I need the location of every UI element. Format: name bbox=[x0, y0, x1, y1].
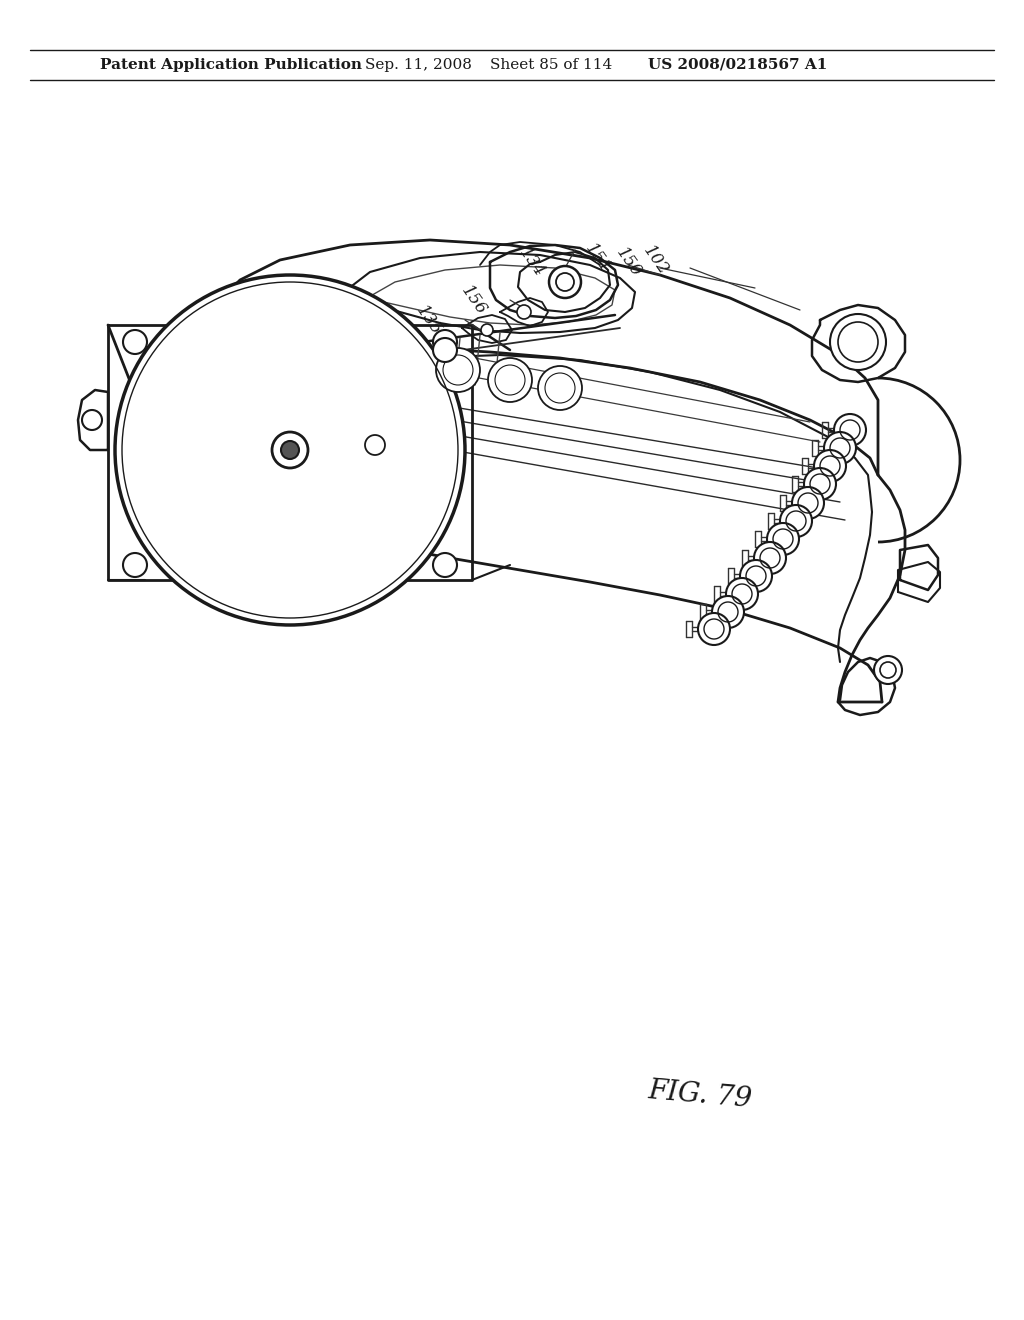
Circle shape bbox=[433, 553, 457, 577]
Circle shape bbox=[115, 275, 465, 624]
Text: 134: 134 bbox=[516, 244, 548, 280]
Text: 150: 150 bbox=[612, 244, 645, 280]
Text: 151: 151 bbox=[582, 240, 614, 276]
Circle shape bbox=[365, 436, 385, 455]
Circle shape bbox=[433, 330, 457, 354]
Circle shape bbox=[549, 267, 581, 298]
Text: FIG. 79: FIG. 79 bbox=[647, 1077, 754, 1113]
Circle shape bbox=[488, 358, 532, 403]
Circle shape bbox=[272, 432, 308, 469]
Circle shape bbox=[767, 523, 799, 554]
Circle shape bbox=[830, 314, 886, 370]
Text: Patent Application Publication: Patent Application Publication bbox=[100, 58, 362, 73]
Text: US 2008/0218567 A1: US 2008/0218567 A1 bbox=[648, 58, 827, 73]
Text: Sheet 85 of 114: Sheet 85 of 114 bbox=[490, 58, 612, 73]
Circle shape bbox=[433, 338, 457, 362]
Circle shape bbox=[804, 469, 836, 500]
Circle shape bbox=[82, 411, 102, 430]
Circle shape bbox=[834, 414, 866, 446]
Circle shape bbox=[281, 441, 299, 459]
Circle shape bbox=[123, 553, 147, 577]
Circle shape bbox=[164, 502, 180, 517]
Circle shape bbox=[824, 432, 856, 465]
Text: 102: 102 bbox=[640, 242, 672, 279]
Circle shape bbox=[538, 366, 582, 411]
Circle shape bbox=[698, 612, 730, 645]
Text: 156: 156 bbox=[458, 282, 490, 318]
Text: Sep. 11, 2008: Sep. 11, 2008 bbox=[365, 58, 472, 73]
Text: 135: 135 bbox=[413, 302, 445, 338]
Circle shape bbox=[123, 330, 147, 354]
Circle shape bbox=[436, 348, 480, 392]
Circle shape bbox=[740, 560, 772, 591]
Circle shape bbox=[874, 656, 902, 684]
Circle shape bbox=[814, 450, 846, 482]
Circle shape bbox=[780, 506, 812, 537]
Text: 11: 11 bbox=[315, 338, 342, 366]
Circle shape bbox=[517, 305, 531, 319]
Circle shape bbox=[481, 323, 493, 337]
Circle shape bbox=[726, 578, 758, 610]
Circle shape bbox=[754, 543, 786, 574]
Circle shape bbox=[712, 597, 744, 628]
Circle shape bbox=[792, 487, 824, 519]
